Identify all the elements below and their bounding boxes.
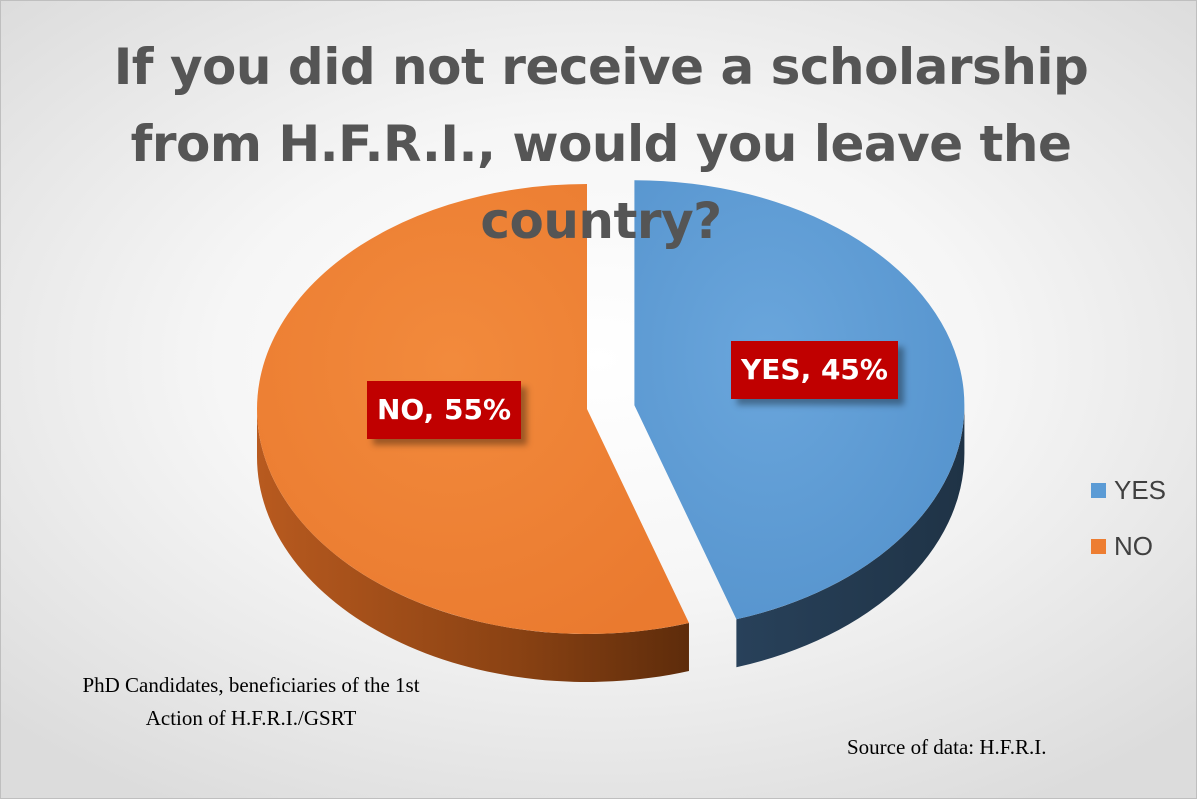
legend-label-no: NO: [1114, 530, 1153, 561]
data-label-no: NO, 55%: [367, 381, 522, 439]
legend: YES NO: [1091, 475, 1166, 587]
footnote-line-2: Action of H.F.R.I./GSRT: [145, 706, 357, 730]
legend-label-yes: YES: [1114, 474, 1167, 505]
source-note: Source of data: H.F.R.I.: [847, 735, 1047, 759]
legend-item-no: NO: [1091, 531, 1166, 561]
footnote-line-1: PhD Candidates, beneficiaries of the 1st: [82, 673, 420, 697]
data-label-yes: YES, 45%: [731, 341, 898, 399]
footnote: PhD Candidates, beneficiaries of the 1st…: [41, 669, 461, 735]
pie-rim-yes: [736, 405, 965, 668]
chart-title: If you did not receive a scholarship fro…: [113, 38, 1089, 250]
pie-slice-yes: [634, 180, 965, 620]
legend-swatch-yes: [1091, 482, 1106, 498]
legend-item-yes: YES: [1091, 475, 1166, 505]
legend-swatch-no: [1091, 538, 1106, 554]
pie-rim-no: [257, 409, 689, 683]
